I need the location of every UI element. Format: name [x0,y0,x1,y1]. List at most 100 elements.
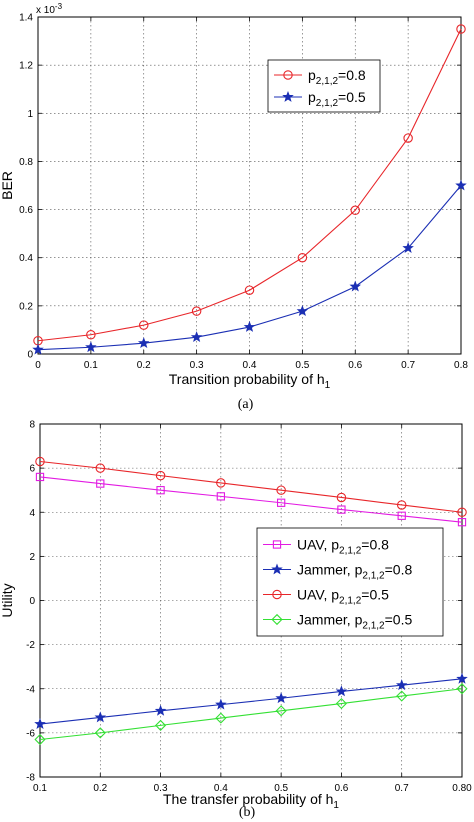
y-tick-label: 8 [29,420,35,431]
data-point [276,498,286,507]
y-axis-multiplier-base: x 10 [36,5,55,16]
legend-label: p2,1,2=0.5 [308,89,366,109]
legend-label: UAV, p2,1,2=0.8 [297,537,389,557]
data-point [403,133,413,143]
legend-label-subscript: 2,1,2 [339,596,362,607]
data-point [215,712,227,724]
y-tick-label: -6 [26,728,35,739]
x-tick-label: 0.6 [334,783,348,794]
legend-label-subscript: 2,1,2 [362,621,385,632]
legend-label-prefix: UAV, p [297,537,339,553]
y-tick-label: 0.8 [19,157,33,168]
x-tick-label: 0.1 [84,360,98,371]
data-point [455,179,467,191]
legend-label-prefix: p [308,89,316,105]
legend-box [267,59,381,113]
legend-box [256,527,444,637]
legend-label: UAV, p2,1,2=0.5 [297,587,389,607]
series-3 [35,456,467,517]
data-point [94,727,106,739]
y-tick-label: -2 [26,640,35,651]
legend-label-prefix: UAV, p [297,587,339,603]
y-tick-label: 4 [29,508,35,519]
legend-label-suffix: =0.8 [385,562,413,578]
series-2 [34,672,468,729]
data-point [139,320,149,330]
data-point [34,733,46,746]
data-point [191,306,202,316]
data-point [397,511,406,520]
panel-caption: (b) [239,805,256,820]
x-axis-label: Transition probability of h1 [169,371,331,391]
panel-a-ber-chart: 0 0.1 0.2 0.3 0.4 0.5 0.6 0.7 0.8 0 0.2 0.4 0.6 0.8 1 1… [0,2,468,412]
panel-b-utility-chart: 0.1 0.2 0.3 0.4 0.5 0.6 0.7 0.80 -8 -6 -4 -2 0 2 4 6 8 Th… [0,420,472,821]
series-2 [32,179,467,355]
data-point [95,463,106,473]
data-point [216,492,226,501]
x-axis-ticks: 0.1 0.2 0.3 0.4 0.5 0.6 0.7 0.80 [33,424,472,794]
data-point [396,690,408,702]
y-axis-multiplier-exponent: -3 [55,2,63,11]
legend-label-suffix: =0.5 [338,89,366,105]
series-4 [34,683,468,746]
legend-label-prefix: Jammer, p [297,562,363,578]
x-tick-label: 0.8 [454,360,468,371]
series-line [39,476,463,523]
x-tick-label: 0.5 [274,783,288,794]
x-tick-label: 0.5 [295,360,309,371]
x-tick-label: 0.4 [214,783,228,794]
legend-label: Jammer, p2,1,2=0.8 [297,562,412,582]
data-point [215,698,227,710]
data-point [85,341,97,353]
x-axis-label-subscript: 1 [333,800,339,811]
data-point [156,486,165,495]
data-point [275,705,287,717]
legend-label-subscript: 2,1,2 [362,571,385,582]
y-tick-label: 6 [29,464,35,475]
data-point [335,685,348,697]
legend-marker [271,563,283,575]
data-point [456,24,466,34]
x-tick-label: 0.2 [93,783,107,794]
x-tick-label: 0.1 [33,783,47,794]
y-tick-label: 1.2 [19,61,33,72]
y-axis-label: BER [0,171,15,200]
data-point [216,478,226,488]
series-line [37,28,462,342]
data-point [297,252,308,263]
data-point [94,711,107,723]
data-point [86,329,96,340]
y-tick-label: 0.6 [19,205,33,216]
x-tick-label: 0 [35,360,41,371]
data-point [296,305,309,317]
legend-label-prefix: p [308,67,316,83]
series-1 [33,24,466,346]
y-tick-label: -8 [26,773,35,784]
legend-entry: Jammer, p2,1,2=0.5 [263,612,412,632]
data-point [402,242,414,253]
legend-marker [271,613,283,626]
x-tick-label: 0.7 [395,783,409,794]
legend-label-suffix: =0.5 [385,612,413,628]
series-1 [35,472,467,527]
legend-marker [282,90,294,102]
data-point [336,492,347,503]
legend-label-suffix: =0.8 [361,537,389,553]
data-point [34,717,46,729]
legend-label-subscript: 2,1,2 [339,546,362,557]
legend-marker [283,70,293,80]
data-point [337,505,346,514]
legend-marker [272,540,282,549]
data-point [276,485,286,495]
data-point [96,479,105,488]
data-point [154,719,167,731]
y-tick-label: 0 [29,596,35,607]
series-line [39,688,463,741]
legend-label-prefix: Jammer, p [297,612,363,628]
data-point [190,331,203,343]
data-point [244,285,255,295]
data-point [457,518,467,527]
x-tick-label: 0.80 [452,783,472,794]
